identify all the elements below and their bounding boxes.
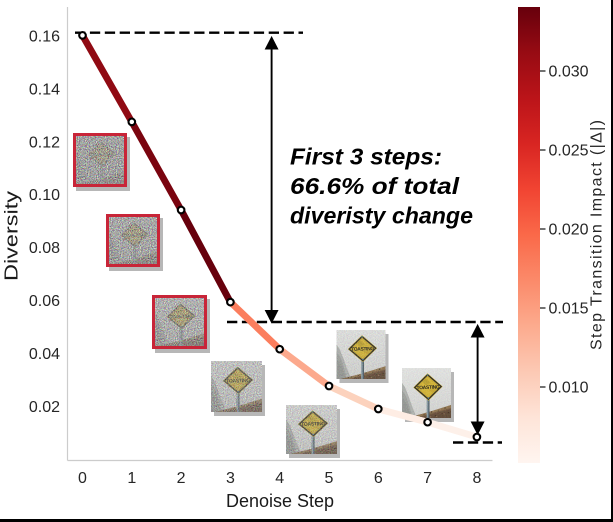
svg-text:6: 6: [374, 470, 383, 487]
svg-text:7: 7: [423, 470, 432, 487]
svg-text:diveristy change: diveristy change: [290, 203, 473, 229]
svg-text:Diversity: Diversity: [2, 191, 22, 281]
svg-text:0.14: 0.14: [29, 81, 60, 98]
svg-text:5: 5: [325, 470, 334, 487]
svg-text:0.030: 0.030: [549, 64, 589, 81]
svg-text:1: 1: [127, 470, 136, 487]
svg-text:66.6% of total: 66.6% of total: [290, 173, 460, 199]
svg-text:0.015: 0.015: [549, 301, 589, 318]
svg-text:0.04: 0.04: [29, 346, 60, 363]
svg-text:First 3 steps:: First 3 steps:: [290, 144, 442, 170]
svg-text:0.025: 0.025: [549, 143, 589, 160]
svg-text:Denoise Step: Denoise Step: [226, 491, 334, 511]
svg-text:2: 2: [177, 470, 186, 487]
svg-text:0.02: 0.02: [29, 399, 60, 416]
svg-text:4: 4: [275, 470, 284, 487]
svg-text:0.08: 0.08: [29, 240, 60, 257]
svg-text:0.06: 0.06: [29, 293, 60, 310]
svg-text:0: 0: [78, 470, 87, 487]
svg-text:0.12: 0.12: [29, 134, 60, 151]
svg-text:0.16: 0.16: [29, 29, 60, 46]
svg-text:0.10: 0.10: [29, 187, 60, 204]
svg-text:8: 8: [472, 470, 481, 487]
svg-text:0.010: 0.010: [549, 380, 589, 397]
svg-text:Step Transition Impact (|Δ|): Step Transition Impact (|Δ|): [589, 120, 606, 350]
svg-text:3: 3: [226, 470, 235, 487]
svg-text:0.020: 0.020: [549, 222, 589, 239]
